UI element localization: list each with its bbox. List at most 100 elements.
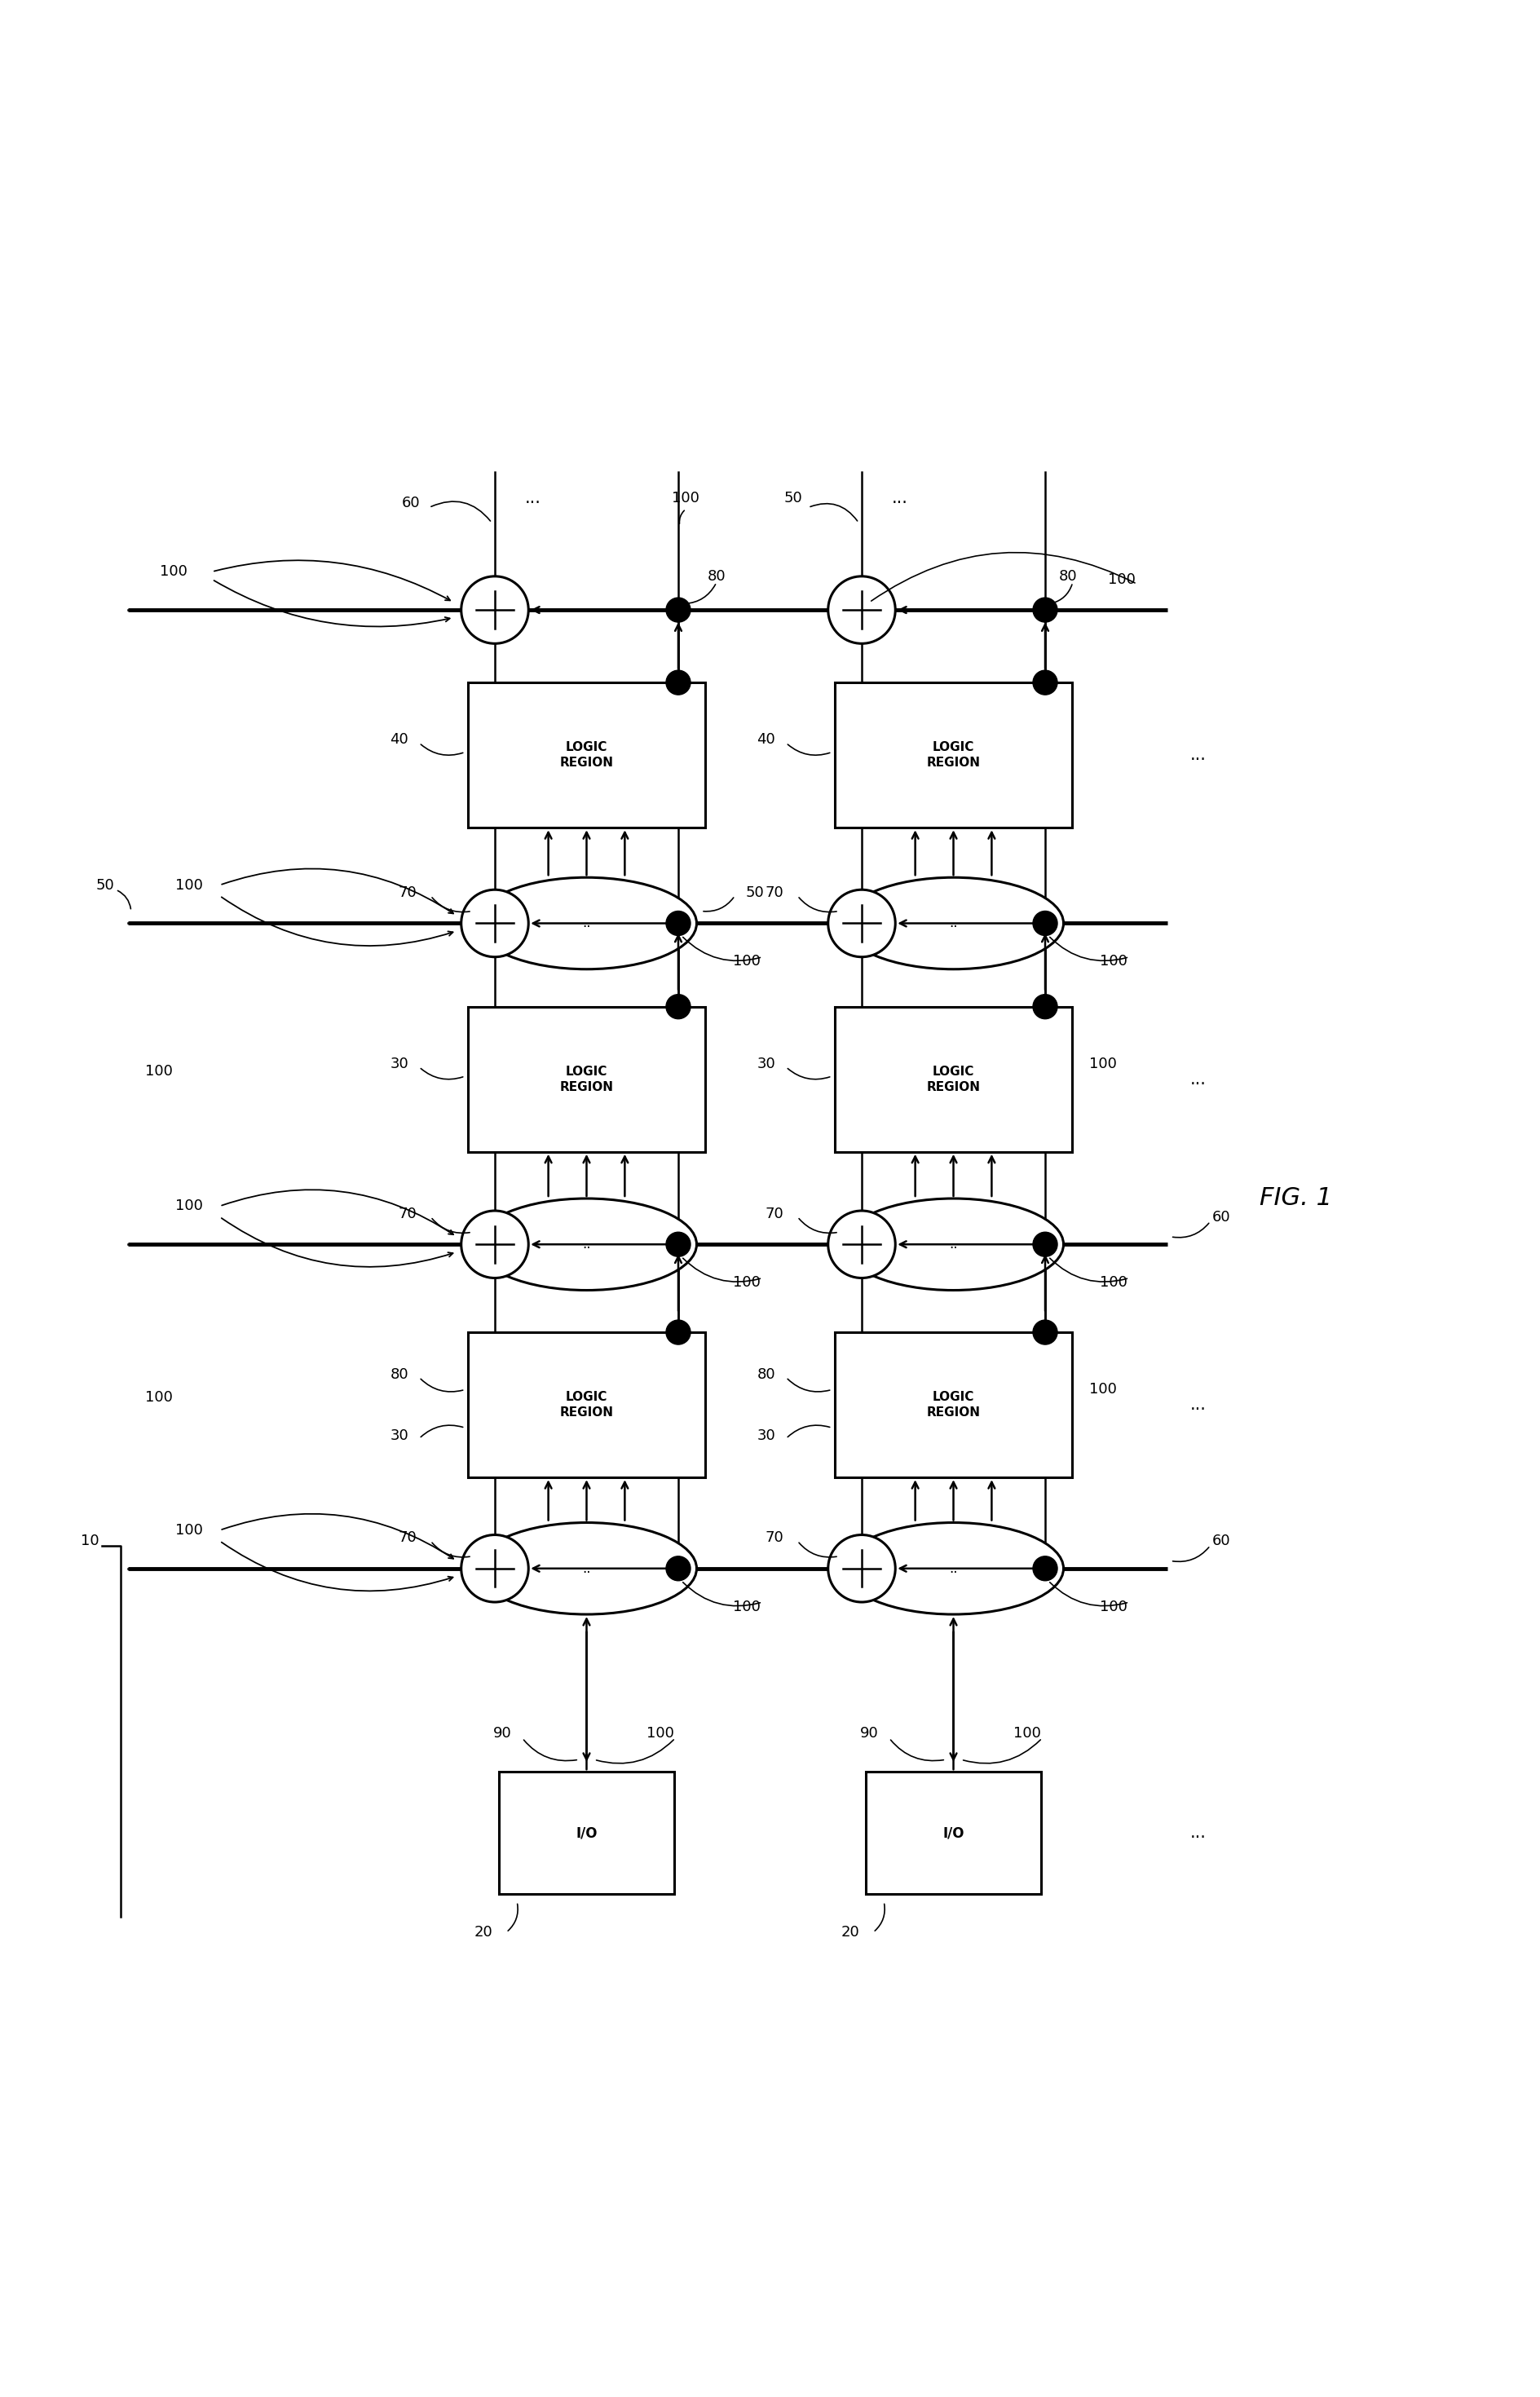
Bar — [835, 1007, 1072, 1153]
Text: ...: ... — [1190, 748, 1206, 762]
Circle shape — [665, 597, 690, 623]
Circle shape — [460, 889, 528, 956]
Text: 100: 100 — [733, 954, 761, 968]
Circle shape — [665, 1232, 690, 1256]
Text: 70: 70 — [399, 884, 417, 901]
Circle shape — [665, 911, 690, 935]
Bar — [835, 683, 1072, 827]
Text: 70: 70 — [765, 1532, 784, 1546]
Circle shape — [1033, 1321, 1058, 1345]
Text: 10: 10 — [80, 1534, 99, 1548]
Text: 100: 100 — [1107, 573, 1135, 587]
Circle shape — [1033, 911, 1058, 935]
Text: LOGIC
REGION: LOGIC REGION — [927, 1390, 981, 1419]
Text: LOGIC
REGION: LOGIC REGION — [559, 1390, 613, 1419]
Text: 100: 100 — [160, 563, 188, 580]
Circle shape — [829, 1210, 895, 1278]
Text: 100: 100 — [1013, 1726, 1041, 1740]
Text: 100: 100 — [733, 1275, 761, 1290]
Ellipse shape — [844, 877, 1064, 968]
Ellipse shape — [476, 1198, 696, 1290]
Circle shape — [460, 575, 528, 642]
Text: 100: 100 — [145, 1390, 172, 1405]
Text: 80: 80 — [758, 1366, 776, 1381]
Text: 100: 100 — [176, 1522, 203, 1536]
Circle shape — [460, 1210, 528, 1278]
Text: 100: 100 — [647, 1726, 673, 1740]
Circle shape — [829, 1534, 895, 1601]
Circle shape — [1033, 1556, 1058, 1580]
Text: 30: 30 — [756, 1057, 776, 1071]
Circle shape — [829, 889, 895, 956]
Text: 100: 100 — [1100, 1275, 1127, 1290]
Text: ..: .. — [949, 916, 958, 930]
Bar — [499, 1771, 675, 1894]
Bar — [468, 683, 705, 827]
Bar — [468, 1333, 705, 1477]
Circle shape — [1033, 995, 1058, 1019]
Text: LOGIC
REGION: LOGIC REGION — [927, 741, 981, 769]
Text: I/O: I/O — [576, 1827, 598, 1841]
Text: LOGIC
REGION: LOGIC REGION — [559, 1067, 613, 1093]
Text: ...: ... — [1190, 1397, 1206, 1414]
Text: ..: .. — [582, 1560, 591, 1575]
Text: ..: .. — [949, 1237, 958, 1251]
Text: 90: 90 — [861, 1726, 879, 1740]
Ellipse shape — [476, 1522, 696, 1613]
Text: 70: 70 — [399, 1206, 417, 1220]
Text: 30: 30 — [390, 1057, 408, 1071]
Text: ...: ... — [892, 489, 909, 506]
Text: 70: 70 — [765, 884, 784, 901]
Ellipse shape — [476, 877, 696, 968]
Text: 70: 70 — [399, 1532, 417, 1546]
Text: 80: 80 — [707, 568, 725, 582]
Text: 60: 60 — [402, 496, 420, 511]
Circle shape — [460, 1534, 528, 1601]
Text: 100: 100 — [176, 877, 203, 892]
Text: ..: .. — [949, 1560, 958, 1575]
Circle shape — [665, 671, 690, 695]
Text: ..: .. — [582, 916, 591, 930]
Circle shape — [1033, 1232, 1058, 1256]
Text: 20: 20 — [474, 1925, 493, 1939]
Text: 80: 80 — [1060, 568, 1078, 582]
Text: ..: .. — [582, 1237, 591, 1251]
Text: 50: 50 — [745, 884, 764, 901]
Text: 30: 30 — [756, 1429, 776, 1443]
Text: 60: 60 — [1212, 1534, 1230, 1548]
Circle shape — [1033, 671, 1058, 695]
Circle shape — [665, 995, 690, 1019]
Text: 100: 100 — [176, 1198, 203, 1213]
Bar — [835, 1333, 1072, 1477]
Text: 100: 100 — [1089, 1383, 1116, 1397]
Text: 100: 100 — [733, 1599, 761, 1613]
Circle shape — [665, 1321, 690, 1345]
Text: 100: 100 — [671, 491, 699, 506]
Text: ...: ... — [1190, 1824, 1206, 1841]
Text: 50: 50 — [784, 491, 802, 506]
Text: 100: 100 — [145, 1064, 172, 1079]
Bar — [468, 1007, 705, 1153]
Circle shape — [665, 1556, 690, 1580]
Text: FIG. 1: FIG. 1 — [1260, 1187, 1332, 1210]
Text: 60: 60 — [1212, 1210, 1230, 1225]
Text: 50: 50 — [95, 877, 114, 892]
Text: I/O: I/O — [942, 1827, 964, 1841]
Bar — [865, 1771, 1041, 1894]
Circle shape — [1033, 597, 1058, 623]
Text: 90: 90 — [493, 1726, 511, 1740]
Text: 100: 100 — [1089, 1057, 1116, 1071]
Text: LOGIC
REGION: LOGIC REGION — [559, 741, 613, 769]
Text: 70: 70 — [765, 1206, 784, 1220]
Text: 100: 100 — [1100, 1599, 1127, 1613]
Text: 100: 100 — [1100, 954, 1127, 968]
Text: LOGIC
REGION: LOGIC REGION — [927, 1067, 981, 1093]
Ellipse shape — [844, 1198, 1064, 1290]
Text: 40: 40 — [756, 733, 776, 748]
Text: 30: 30 — [390, 1429, 408, 1443]
Circle shape — [829, 575, 895, 642]
Text: 80: 80 — [390, 1366, 408, 1381]
Text: ...: ... — [525, 489, 541, 506]
Text: ...: ... — [1190, 1071, 1206, 1088]
Ellipse shape — [844, 1522, 1064, 1613]
